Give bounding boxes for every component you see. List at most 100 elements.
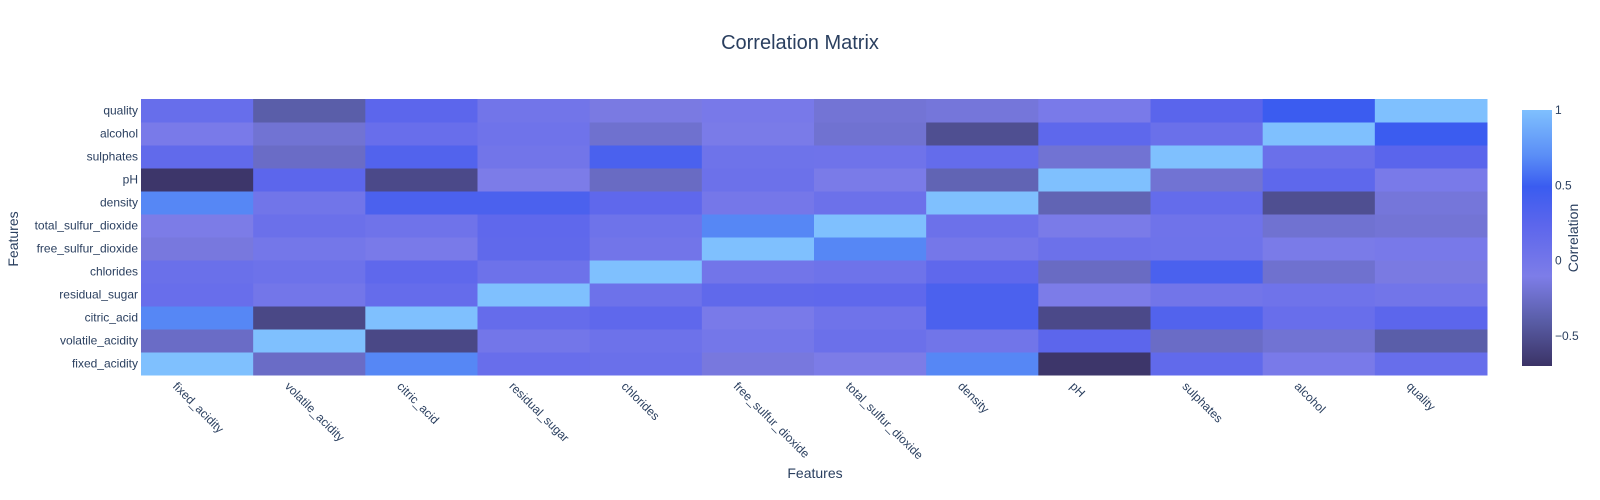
heatmap-cell-quality-quality[interactable] bbox=[1374, 99, 1488, 123]
heatmap-cell-sulphates-alcohol[interactable] bbox=[1262, 145, 1376, 169]
heatmap-cell-pH-sulphates[interactable] bbox=[1150, 168, 1264, 192]
heatmap-cell-sulphates-total_sulfur_dioxide[interactable] bbox=[814, 145, 927, 169]
heatmap-cell-free_sulfur_dioxide-sulphates[interactable] bbox=[1150, 237, 1264, 261]
heatmap-cell-free_sulfur_dioxide-chlorides[interactable] bbox=[589, 237, 703, 261]
heatmap-cell-residual_sugar-volatile_acidity[interactable] bbox=[253, 283, 366, 307]
heatmap-cell-free_sulfur_dioxide-alcohol[interactable] bbox=[1262, 237, 1376, 261]
heatmap-cell-total_sulfur_dioxide-sulphates[interactable] bbox=[1150, 214, 1264, 238]
heatmap-cell-volatile_acidity-density[interactable] bbox=[926, 329, 1039, 353]
heatmap-cell-volatile_acidity-sulphates[interactable] bbox=[1150, 329, 1264, 353]
heatmap-cell-total_sulfur_dioxide-fixed_acidity[interactable] bbox=[141, 214, 254, 238]
heatmap-cell-residual_sugar-free_sulfur_dioxide[interactable] bbox=[701, 283, 815, 307]
heatmap-cell-residual_sugar-fixed_acidity[interactable] bbox=[141, 283, 254, 307]
heatmap-cell-citric_acid-total_sulfur_dioxide[interactable] bbox=[814, 306, 927, 330]
heatmap-cell-alcohol-sulphates[interactable] bbox=[1150, 122, 1264, 146]
heatmap-cell-total_sulfur_dioxide-pH[interactable] bbox=[1038, 214, 1151, 238]
heatmap-cell-fixed_acidity-pH[interactable] bbox=[1038, 352, 1151, 376]
heatmap-cell-volatile_acidity-quality[interactable] bbox=[1374, 329, 1488, 353]
heatmap-cell-free_sulfur_dioxide-citric_acid[interactable] bbox=[365, 237, 478, 261]
heatmap-cell-citric_acid-volatile_acidity[interactable] bbox=[253, 306, 366, 330]
heatmap-cell-citric_acid-pH[interactable] bbox=[1038, 306, 1151, 330]
heatmap-cell-fixed_acidity-citric_acid[interactable] bbox=[365, 352, 478, 376]
heatmap-cell-citric_acid-sulphates[interactable] bbox=[1150, 306, 1264, 330]
heatmap-cell-pH-pH[interactable] bbox=[1038, 168, 1151, 192]
heatmap-cell-residual_sugar-quality[interactable] bbox=[1374, 283, 1488, 307]
heatmap-cell-total_sulfur_dioxide-total_sulfur_dioxide[interactable] bbox=[814, 214, 927, 238]
heatmap-cell-alcohol-volatile_acidity[interactable] bbox=[253, 122, 366, 146]
heatmap-cell-citric_acid-density[interactable] bbox=[926, 306, 1039, 330]
heatmap-cell-quality-sulphates[interactable] bbox=[1150, 99, 1264, 123]
heatmap-cell-citric_acid-citric_acid[interactable] bbox=[365, 306, 478, 330]
heatmap-cell-alcohol-total_sulfur_dioxide[interactable] bbox=[814, 122, 927, 146]
heatmap-cell-residual_sugar-pH[interactable] bbox=[1038, 283, 1151, 307]
heatmap-cell-chlorides-chlorides[interactable] bbox=[589, 260, 703, 284]
heatmap-cell-density-residual_sugar[interactable] bbox=[477, 191, 591, 215]
heatmap-cell-pH-total_sulfur_dioxide[interactable] bbox=[814, 168, 927, 192]
heatmap-cell-free_sulfur_dioxide-free_sulfur_dioxide[interactable] bbox=[701, 237, 815, 261]
heatmap-cell-density-quality[interactable] bbox=[1374, 191, 1488, 215]
heatmap-cell-volatile_acidity-chlorides[interactable] bbox=[589, 329, 703, 353]
heatmap-cell-citric_acid-fixed_acidity[interactable] bbox=[141, 306, 254, 330]
heatmap-cell-total_sulfur_dioxide-chlorides[interactable] bbox=[589, 214, 703, 238]
heatmap-cell-citric_acid-free_sulfur_dioxide[interactable] bbox=[701, 306, 815, 330]
heatmap-cell-total_sulfur_dioxide-citric_acid[interactable] bbox=[365, 214, 478, 238]
heatmap-cell-residual_sugar-alcohol[interactable] bbox=[1262, 283, 1376, 307]
heatmap-cell-density-sulphates[interactable] bbox=[1150, 191, 1264, 215]
heatmap-cell-volatile_acidity-free_sulfur_dioxide[interactable] bbox=[701, 329, 815, 353]
heatmap-cell-sulphates-free_sulfur_dioxide[interactable] bbox=[701, 145, 815, 169]
heatmap-cell-density-fixed_acidity[interactable] bbox=[141, 191, 254, 215]
heatmap-cell-sulphates-residual_sugar[interactable] bbox=[477, 145, 591, 169]
heatmap-cell-free_sulfur_dioxide-total_sulfur_dioxide[interactable] bbox=[814, 237, 927, 261]
heatmap-cell-chlorides-sulphates[interactable] bbox=[1150, 260, 1264, 284]
heatmap-cell-quality-total_sulfur_dioxide[interactable] bbox=[814, 99, 927, 123]
heatmap-cell-density-free_sulfur_dioxide[interactable] bbox=[701, 191, 815, 215]
heatmap-cell-chlorides-pH[interactable] bbox=[1038, 260, 1151, 284]
heatmap-cell-quality-residual_sugar[interactable] bbox=[477, 99, 591, 123]
heatmap-cell-density-density[interactable] bbox=[926, 191, 1039, 215]
heatmap-cell-sulphates-citric_acid[interactable] bbox=[365, 145, 478, 169]
heatmap-cell-pH-density[interactable] bbox=[926, 168, 1039, 192]
heatmap-cell-density-alcohol[interactable] bbox=[1262, 191, 1376, 215]
heatmap-cell-fixed_acidity-quality[interactable] bbox=[1374, 352, 1488, 376]
heatmap-cell-density-chlorides[interactable] bbox=[589, 191, 703, 215]
heatmap-cell-chlorides-alcohol[interactable] bbox=[1262, 260, 1376, 284]
heatmap-cell-quality-volatile_acidity[interactable] bbox=[253, 99, 366, 123]
heatmap-cell-chlorides-residual_sugar[interactable] bbox=[477, 260, 591, 284]
heatmap-cell-total_sulfur_dioxide-residual_sugar[interactable] bbox=[477, 214, 591, 238]
heatmap-cell-chlorides-fixed_acidity[interactable] bbox=[141, 260, 254, 284]
heatmap-cell-total_sulfur_dioxide-free_sulfur_dioxide[interactable] bbox=[701, 214, 815, 238]
heatmap-cell-alcohol-quality[interactable] bbox=[1374, 122, 1488, 146]
heatmap-cell-residual_sugar-residual_sugar[interactable] bbox=[477, 283, 591, 307]
heatmap-cell-free_sulfur_dioxide-quality[interactable] bbox=[1374, 237, 1488, 261]
heatmap-cell-volatile_acidity-alcohol[interactable] bbox=[1262, 329, 1376, 353]
heatmap-cell-volatile_acidity-citric_acid[interactable] bbox=[365, 329, 478, 353]
heatmap-cell-quality-free_sulfur_dioxide[interactable] bbox=[701, 99, 815, 123]
heatmap-cell-free_sulfur_dioxide-residual_sugar[interactable] bbox=[477, 237, 591, 261]
heatmap-cell-citric_acid-quality[interactable] bbox=[1374, 306, 1488, 330]
heatmap-cell-density-volatile_acidity[interactable] bbox=[253, 191, 366, 215]
heatmap-cell-alcohol-alcohol[interactable] bbox=[1262, 122, 1376, 146]
heatmap-cell-free_sulfur_dioxide-pH[interactable] bbox=[1038, 237, 1151, 261]
heatmap-cell-volatile_acidity-pH[interactable] bbox=[1038, 329, 1151, 353]
heatmap-cell-pH-chlorides[interactable] bbox=[589, 168, 703, 192]
heatmap-cell-residual_sugar-total_sulfur_dioxide[interactable] bbox=[814, 283, 927, 307]
heatmap-cell-total_sulfur_dioxide-quality[interactable] bbox=[1374, 214, 1488, 238]
heatmap-cell-pH-alcohol[interactable] bbox=[1262, 168, 1376, 192]
heatmap-cell-residual_sugar-sulphates[interactable] bbox=[1150, 283, 1264, 307]
heatmap-cell-sulphates-volatile_acidity[interactable] bbox=[253, 145, 366, 169]
heatmap-cell-pH-citric_acid[interactable] bbox=[365, 168, 478, 192]
heatmap-cell-quality-chlorides[interactable] bbox=[589, 99, 703, 123]
heatmap-cell-volatile_acidity-fixed_acidity[interactable] bbox=[141, 329, 254, 353]
heatmap-cell-citric_acid-alcohol[interactable] bbox=[1262, 306, 1376, 330]
heatmap-cell-pH-fixed_acidity[interactable] bbox=[141, 168, 254, 192]
heatmap-cell-alcohol-fixed_acidity[interactable] bbox=[141, 122, 254, 146]
heatmap-cell-citric_acid-residual_sugar[interactable] bbox=[477, 306, 591, 330]
heatmap-cell-quality-citric_acid[interactable] bbox=[365, 99, 478, 123]
heatmap-cell-citric_acid-chlorides[interactable] bbox=[589, 306, 703, 330]
heatmap-cell-sulphates-pH[interactable] bbox=[1038, 145, 1151, 169]
heatmap-cell-quality-alcohol[interactable] bbox=[1262, 99, 1376, 123]
heatmap-cell-total_sulfur_dioxide-alcohol[interactable] bbox=[1262, 214, 1376, 238]
heatmap-cell-chlorides-quality[interactable] bbox=[1374, 260, 1488, 284]
heatmap-cell-sulphates-quality[interactable] bbox=[1374, 145, 1488, 169]
heatmap-cell-alcohol-free_sulfur_dioxide[interactable] bbox=[701, 122, 815, 146]
